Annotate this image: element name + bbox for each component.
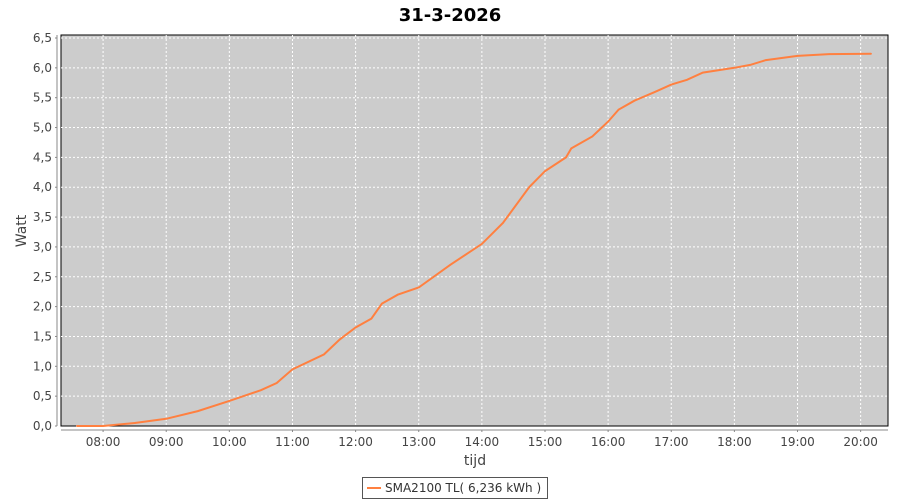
- data-point: [417, 286, 420, 289]
- data-point: [828, 53, 830, 55]
- y-tick-label: 3,5: [33, 210, 52, 224]
- data-point: [544, 170, 546, 172]
- y-tick-label: 2,0: [33, 300, 52, 314]
- y-tick-label: 5,5: [33, 91, 52, 105]
- data-point: [686, 78, 688, 81]
- data-point: [133, 422, 136, 424]
- x-tick-label: 09:00: [149, 435, 184, 449]
- data-point: [396, 293, 399, 296]
- x-tick-label: 19:00: [780, 435, 815, 449]
- x-tick-label: 12:00: [338, 435, 373, 449]
- data-point: [607, 120, 609, 123]
- data-point: [654, 90, 657, 93]
- x-tick-label: 10:00: [212, 435, 247, 449]
- data-point: [102, 425, 104, 427]
- legend: SMA2100 TL( 6,236 kWh ): [362, 477, 549, 499]
- x-tick-label: 11:00: [275, 435, 310, 449]
- plot-area: [60, 34, 889, 427]
- y-tick-label: 4,0: [33, 180, 52, 194]
- data-point: [702, 71, 704, 74]
- data-point: [870, 52, 872, 55]
- x-tick-label: 08:00: [86, 435, 121, 449]
- y-tick-label: 0,0: [33, 419, 52, 433]
- x-tick-label: 13:00: [401, 435, 436, 449]
- x-axis: 08:00 09:00 10:00 11:00 12:00 13:00 14:00 15:00…: [61, 429, 888, 449]
- x-tick-label: 14:00: [465, 435, 500, 449]
- x-tick-label: 16:00: [591, 435, 626, 449]
- data-point: [354, 326, 357, 329]
- data-point: [633, 99, 636, 102]
- data-point: [75, 425, 78, 427]
- chart-title: 31-3-2026: [399, 5, 502, 26]
- data-point: [228, 400, 231, 402]
- data-point: [591, 135, 594, 138]
- data-point: [565, 156, 567, 159]
- data-point: [260, 389, 262, 391]
- data-point: [528, 186, 531, 189]
- y-tick-label: 0,5: [33, 389, 52, 403]
- y-tick-label: 6,5: [33, 31, 52, 45]
- data-point: [339, 338, 341, 341]
- y-axis: 0,0 0,5 1,0 1,5 2,0 2,5 3,0 3,5 4,0 4,5 5,0 5,5 6,0 6…: [33, 31, 58, 433]
- data-point: [733, 67, 736, 69]
- data-point: [370, 317, 373, 320]
- x-tick-label: 20:00: [843, 435, 878, 449]
- data-point: [570, 147, 573, 150]
- data-point: [765, 59, 767, 61]
- data-point: [196, 410, 199, 412]
- data-point: [165, 418, 168, 420]
- legend-label: SMA2100 TL( 6,236 kWh ): [385, 481, 542, 495]
- legend-swatch: [367, 487, 381, 489]
- data-point: [275, 382, 278, 384]
- data-point: [796, 55, 799, 57]
- y-tick-label: 3,0: [33, 240, 52, 254]
- data-point: [481, 243, 483, 245]
- y-tick-label: 1,5: [33, 329, 52, 343]
- y-tick-label: 5,0: [33, 121, 52, 135]
- y-tick-label: 1,0: [33, 359, 52, 373]
- x-tick-label: 18:00: [717, 435, 752, 449]
- x-tick-label: 17:00: [654, 435, 689, 449]
- data-point: [323, 353, 325, 356]
- data-point: [502, 222, 504, 224]
- y-tick-label: 2,5: [33, 270, 52, 284]
- series-group: [75, 52, 872, 427]
- data-point: [449, 264, 452, 266]
- y-axis-label: Watt: [14, 214, 30, 247]
- y-tick-label: 4,5: [33, 150, 52, 164]
- data-point: [749, 64, 751, 66]
- x-tick-label: 15:00: [528, 435, 563, 449]
- x-axis-label: tijd: [464, 453, 486, 469]
- data-point: [670, 83, 673, 86]
- grid-lines: [61, 35, 888, 426]
- data-point: [617, 108, 620, 111]
- data-point: [381, 302, 383, 305]
- y-tick-label: 6,0: [33, 61, 52, 75]
- data-point: [291, 368, 294, 371]
